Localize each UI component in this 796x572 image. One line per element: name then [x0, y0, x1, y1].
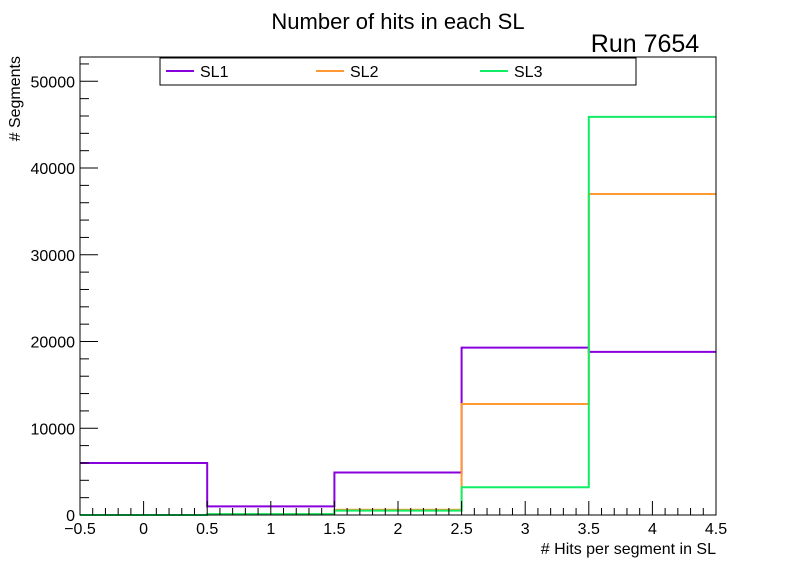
y-tick-label: 20000	[31, 335, 76, 352]
y-tick-label: 10000	[31, 421, 76, 438]
y-tick-label: 0	[66, 508, 75, 525]
x-tick-label: 4	[648, 521, 657, 538]
y-axis-label: # Segments	[7, 56, 24, 141]
legend-label-sl2: SL2	[350, 64, 379, 81]
x-tick-label: 3	[521, 521, 530, 538]
x-tick-label: 0	[139, 521, 148, 538]
y-tick-label: 30000	[31, 248, 76, 265]
x-tick-label: 2	[394, 521, 403, 538]
x-tick-label: 4.5	[705, 521, 727, 538]
series-line-sl3	[80, 115, 716, 516]
series-line-sl1	[80, 346, 716, 508]
y-tick-label: 40000	[31, 161, 76, 178]
x-tick-label: 2.5	[450, 521, 472, 538]
legend: SL1 SL2 SL3	[159, 57, 637, 86]
x-axis-label: # Hits per segment in SL	[541, 541, 716, 558]
x-tick-label: 1.5	[323, 521, 345, 538]
run-annotation: Run 7654	[591, 30, 700, 58]
x-tick-label: 1	[266, 521, 275, 538]
series-line-sl2	[80, 193, 716, 516]
x-tick-label: 0.5	[196, 521, 218, 538]
series-group	[80, 115, 716, 516]
chart-title: Number of hits in each SL	[271, 9, 524, 34]
x-tick-label: 3.5	[578, 521, 600, 538]
plot-frame	[79, 56, 717, 516]
legend-box	[159, 57, 637, 86]
axes-group: −0.5 0 0.5 1 1.5 2 2.5 3 3.5 4 4.50100002000030000…	[31, 63, 727, 538]
y-tick-label: 50000	[31, 74, 76, 91]
legend-label-sl1: SL1	[200, 64, 229, 81]
x-tick-label: −0.5	[64, 521, 96, 538]
legend-label-sl3: SL3	[514, 64, 543, 81]
